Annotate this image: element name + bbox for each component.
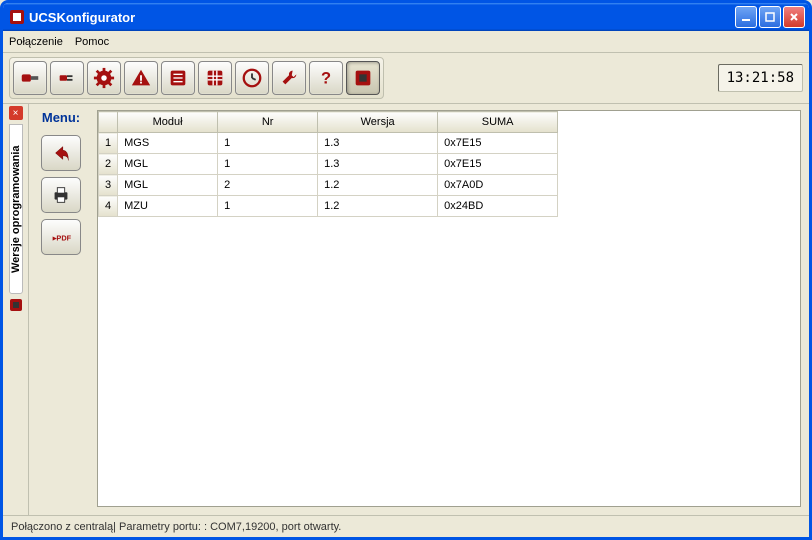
menu-panel: Menu: ▸PDF (29, 104, 93, 515)
alert-icon[interactable] (124, 61, 158, 95)
list-icon[interactable] (161, 61, 195, 95)
table-row[interactable]: 2MGL11.30x7E15 (99, 154, 558, 175)
content-area: Moduł Nr Wersja SUMA 1MGS11.30x7E152MGL1… (93, 104, 809, 515)
app-window: UCSKonfigurator Połączenie Pomoc (0, 0, 812, 540)
cell-modul[interactable]: MZU (118, 196, 218, 217)
cell-wersja[interactable]: 1.3 (318, 154, 438, 175)
connect-icon[interactable] (13, 61, 47, 95)
toolbar: ? (9, 57, 384, 99)
help-icon[interactable]: ? (309, 61, 343, 95)
svg-text:?: ? (321, 70, 331, 88)
cell-nr[interactable]: 1 (218, 133, 318, 154)
back-button[interactable] (41, 135, 81, 171)
table-row[interactable]: 3MGL21.20x7A0D (99, 175, 558, 196)
row-index: 4 (99, 196, 118, 217)
window-title: UCSKonfigurator (29, 10, 135, 25)
clock-icon[interactable] (235, 61, 269, 95)
svg-text:▸PDF: ▸PDF (52, 234, 72, 243)
table-row[interactable]: 4MZU11.20x24BD (99, 196, 558, 217)
row-index: 2 (99, 154, 118, 175)
plug-icon[interactable] (50, 61, 84, 95)
menubar: Połączenie Pomoc (3, 31, 809, 53)
close-button[interactable] (783, 6, 805, 28)
side-tab-icon (9, 298, 23, 312)
col-header-modul[interactable]: Moduł (118, 112, 218, 133)
app-icon (9, 9, 25, 25)
side-tab-label[interactable]: Wersje oprogramowania (9, 124, 23, 294)
cell-nr[interactable]: 1 (218, 196, 318, 217)
side-close-icon[interactable]: × (9, 106, 23, 120)
cell-modul[interactable]: MGL (118, 175, 218, 196)
col-header-wersja[interactable]: Wersja (318, 112, 438, 133)
toolbar-container: ? 13:21:58 (3, 53, 809, 104)
cell-modul[interactable]: MGS (118, 133, 218, 154)
pdf-button[interactable]: ▸PDF (41, 219, 81, 255)
clock-display: 13:21:58 (718, 64, 803, 92)
cell-suma[interactable]: 0x7E15 (438, 154, 558, 175)
cell-suma[interactable]: 0x7E15 (438, 133, 558, 154)
table-container: Moduł Nr Wersja SUMA 1MGS11.30x7E152MGL1… (97, 110, 801, 507)
cell-suma[interactable]: 0x24BD (438, 196, 558, 217)
statusbar: Połączono z centralą| Parametry portu: :… (3, 515, 809, 537)
maximize-button[interactable] (759, 6, 781, 28)
cell-suma[interactable]: 0x7A0D (438, 175, 558, 196)
col-header-suma[interactable]: SUMA (438, 112, 558, 133)
window-controls (735, 6, 805, 28)
titlebar[interactable]: UCSKonfigurator (3, 3, 809, 31)
menu-pomoc[interactable]: Pomoc (75, 36, 109, 48)
cell-wersja[interactable]: 1.2 (318, 196, 438, 217)
wrench-icon[interactable] (272, 61, 306, 95)
cell-wersja[interactable]: 1.3 (318, 133, 438, 154)
minimize-button[interactable] (735, 6, 757, 28)
side-tab: × Wersje oprogramowania (3, 104, 29, 515)
table-row[interactable]: 1MGS11.30x7E15 (99, 133, 558, 154)
col-header-blank[interactable] (99, 112, 118, 133)
versions-table: Moduł Nr Wersja SUMA 1MGS11.30x7E152MGL1… (98, 111, 558, 217)
main-area: × Wersje oprogramowania Menu: ▸PDF (3, 104, 809, 515)
cell-nr[interactable]: 2 (218, 175, 318, 196)
version-icon[interactable] (346, 61, 380, 95)
grid-icon[interactable] (198, 61, 232, 95)
gear-icon[interactable] (87, 61, 121, 95)
cell-wersja[interactable]: 1.2 (318, 175, 438, 196)
print-button[interactable] (41, 177, 81, 213)
menu-title: Menu: (42, 110, 80, 125)
menu-polaczenie[interactable]: Połączenie (9, 36, 63, 48)
col-header-nr[interactable]: Nr (218, 112, 318, 133)
row-index: 1 (99, 133, 118, 154)
status-text: Połączono z centralą| Parametry portu: :… (11, 521, 341, 533)
cell-modul[interactable]: MGL (118, 154, 218, 175)
cell-nr[interactable]: 1 (218, 154, 318, 175)
row-index: 3 (99, 175, 118, 196)
